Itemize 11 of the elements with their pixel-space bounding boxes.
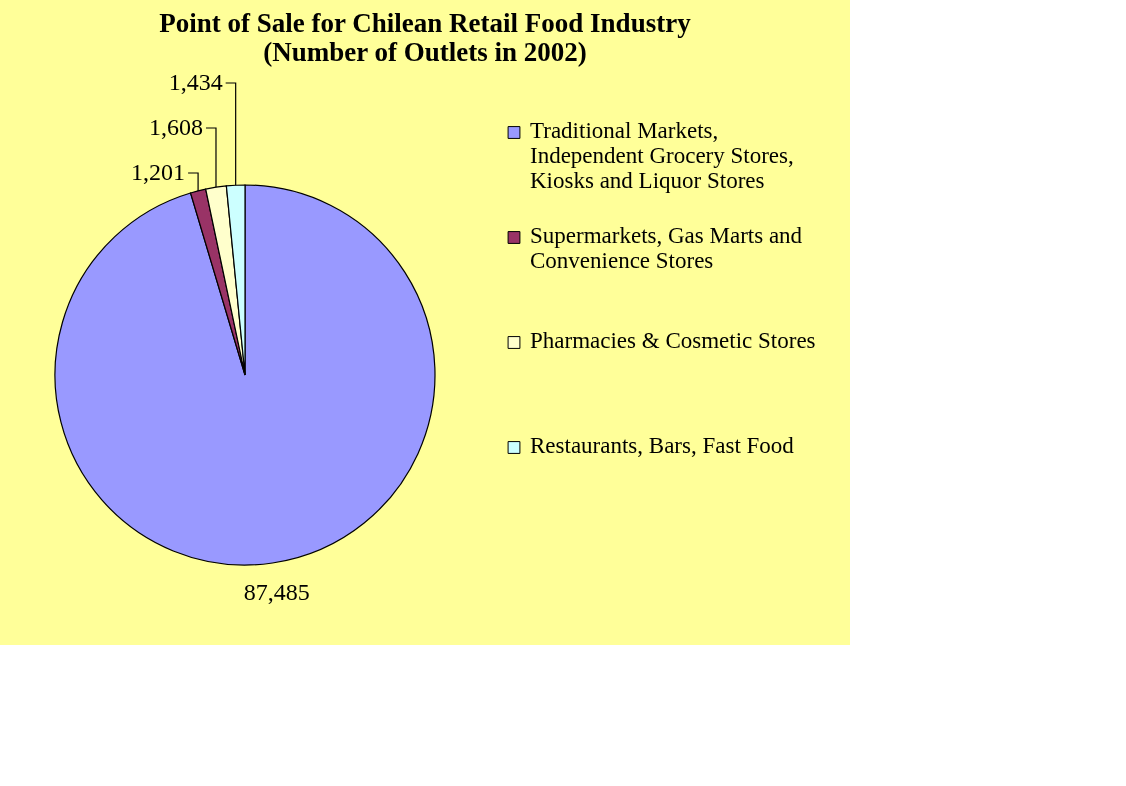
- legend-label: Supermarkets, Gas Marts and Convenience Stores: [530, 222, 803, 273]
- pie-slice: [54, 184, 436, 566]
- legend-label: Pharmacies & Cosmetic Stores: [530, 327, 816, 353]
- text: Point of Sale for Chilean Retail Food Industry: [159, 8, 691, 38]
- data-label: 1,201: [131, 159, 186, 185]
- data-label: 87,485: [243, 578, 310, 605]
- data-label: 1,608: [148, 114, 203, 140]
- text: (Number of Outlets in 2002): [263, 37, 587, 67]
- data-label: 1,434: [168, 69, 223, 95]
- legend-label: Restaurants, Bars, Fast Food: [530, 432, 795, 458]
- legend-label: Traditional Markets, Independent Grocery Stores, Kiosks and Liquor Stores: [530, 117, 794, 193]
